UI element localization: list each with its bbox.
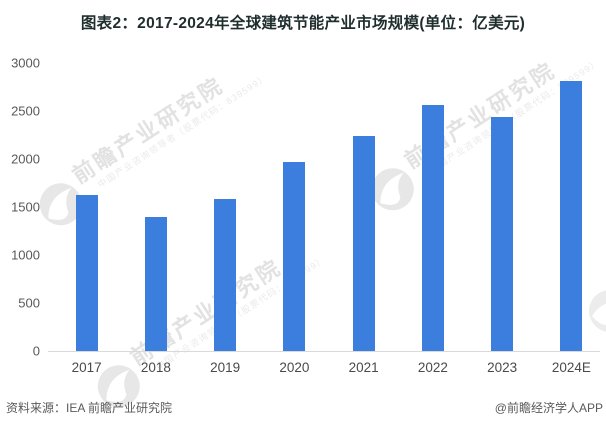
- y-tick-label: 0: [32, 343, 40, 359]
- chart-title: 图表2：2017-2024年全球建筑节能产业市场规模(单位：亿美元): [80, 15, 526, 32]
- y-tick-label: 3000: [11, 55, 40, 71]
- x-tick-label: 2018: [140, 360, 171, 375]
- x-tick-label: 2021: [348, 360, 379, 375]
- x-tick-label: 2023: [487, 360, 518, 375]
- x-tick-label: 2017: [71, 360, 102, 375]
- x-axis-line: [48, 351, 600, 352]
- y-tick-label: 2000: [11, 151, 40, 167]
- bar-2020: [283, 161, 306, 351]
- y-tick-label: 1500: [11, 199, 40, 215]
- y-tick-label: 500: [18, 295, 40, 311]
- bar-2018: [144, 216, 167, 351]
- bar-2019: [214, 199, 237, 351]
- bar-2022: [421, 105, 444, 351]
- y-axis: 0 500 1000 1500 2000 2500 3000: [0, 57, 40, 358]
- source-note: 资料来源：IEA 前瞻产业研究院: [6, 401, 173, 415]
- bar-2024E: [560, 81, 583, 351]
- bar-2017: [75, 194, 98, 351]
- x-tick-label: 2022: [417, 360, 448, 375]
- x-axis-labels: 2017 2018 2019 2020 2021 2022 2023 2024E: [52, 360, 606, 378]
- y-tick-label: 2500: [11, 103, 40, 119]
- x-tick-label: 2020: [279, 360, 310, 375]
- x-tick-label: 2019: [210, 360, 241, 375]
- bar-2023: [491, 116, 514, 351]
- x-tick-label: 2024E: [551, 360, 591, 375]
- y-tick-label: 1000: [11, 247, 40, 263]
- bar-2021: [352, 135, 375, 351]
- credit-note: @前瞻经济学人APP: [494, 401, 603, 415]
- bars-layer: [52, 63, 606, 351]
